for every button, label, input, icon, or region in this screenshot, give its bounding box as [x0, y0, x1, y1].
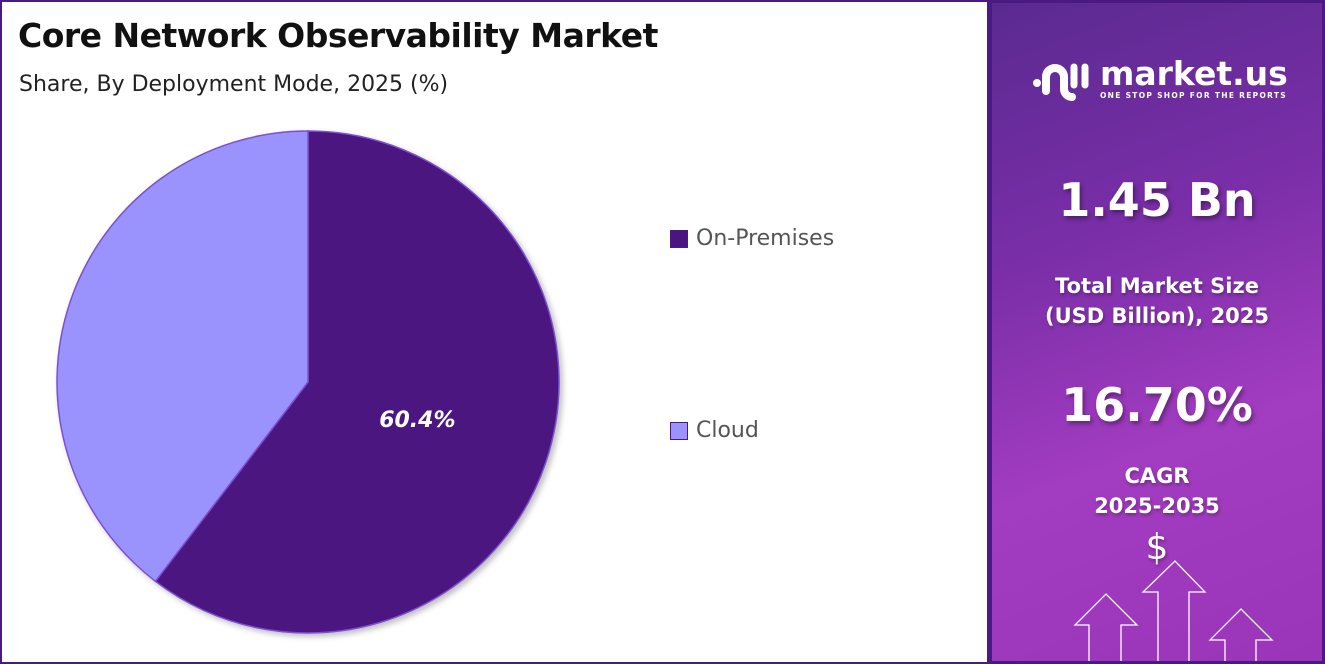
pie-chart: 60.4%: [56, 130, 560, 634]
legend-label: Cloud: [696, 418, 759, 443]
legend-label: On-Premises: [696, 226, 835, 251]
pie-slice-cloud: [56, 130, 309, 583]
dollar-icon: $: [1145, 527, 1169, 568]
legend-swatch-cloud: [670, 421, 688, 440]
data-label-on-premises: 60.4%: [379, 408, 455, 433]
cagr-label: CAGR: [1124, 464, 1190, 488]
logo-icon: [1033, 63, 1089, 101]
growth-arrows-icon: [1073, 560, 1274, 661]
logo-name: market.us: [1100, 53, 1288, 93]
cagr-period: 2025-2035: [1094, 494, 1220, 518]
market-size-label-2: (USD Billion), 2025: [1044, 304, 1270, 328]
legend-swatch-on-premises: [670, 229, 688, 248]
market-us-logo: market.us ONE STOP SHOP FOR THE REPORTS: [1032, 53, 1288, 103]
market-size-label-1: Total Market Size: [1055, 274, 1259, 298]
chart-panel: Core Network Observability Market Share,…: [0, 0, 989, 664]
pie-slice-on-premises: [154, 130, 560, 634]
cagr-value: 16.70%: [1061, 378, 1253, 432]
market-size-value: 1.45 Bn: [1058, 173, 1256, 227]
chart-subtitle: Share, By Deployment Mode, 2025 (%): [19, 72, 449, 97]
legend-item-on-premises: On-Premises: [670, 226, 834, 251]
logo-tagline: ONE STOP SHOP FOR THE REPORTS: [1100, 90, 1287, 100]
chart-title: Core Network Observability Market: [18, 16, 658, 55]
legend-item-cloud: Cloud: [670, 418, 759, 443]
summary-sidebar: market.us ONE STOP SHOP FOR THE REPORTS …: [989, 0, 1325, 664]
